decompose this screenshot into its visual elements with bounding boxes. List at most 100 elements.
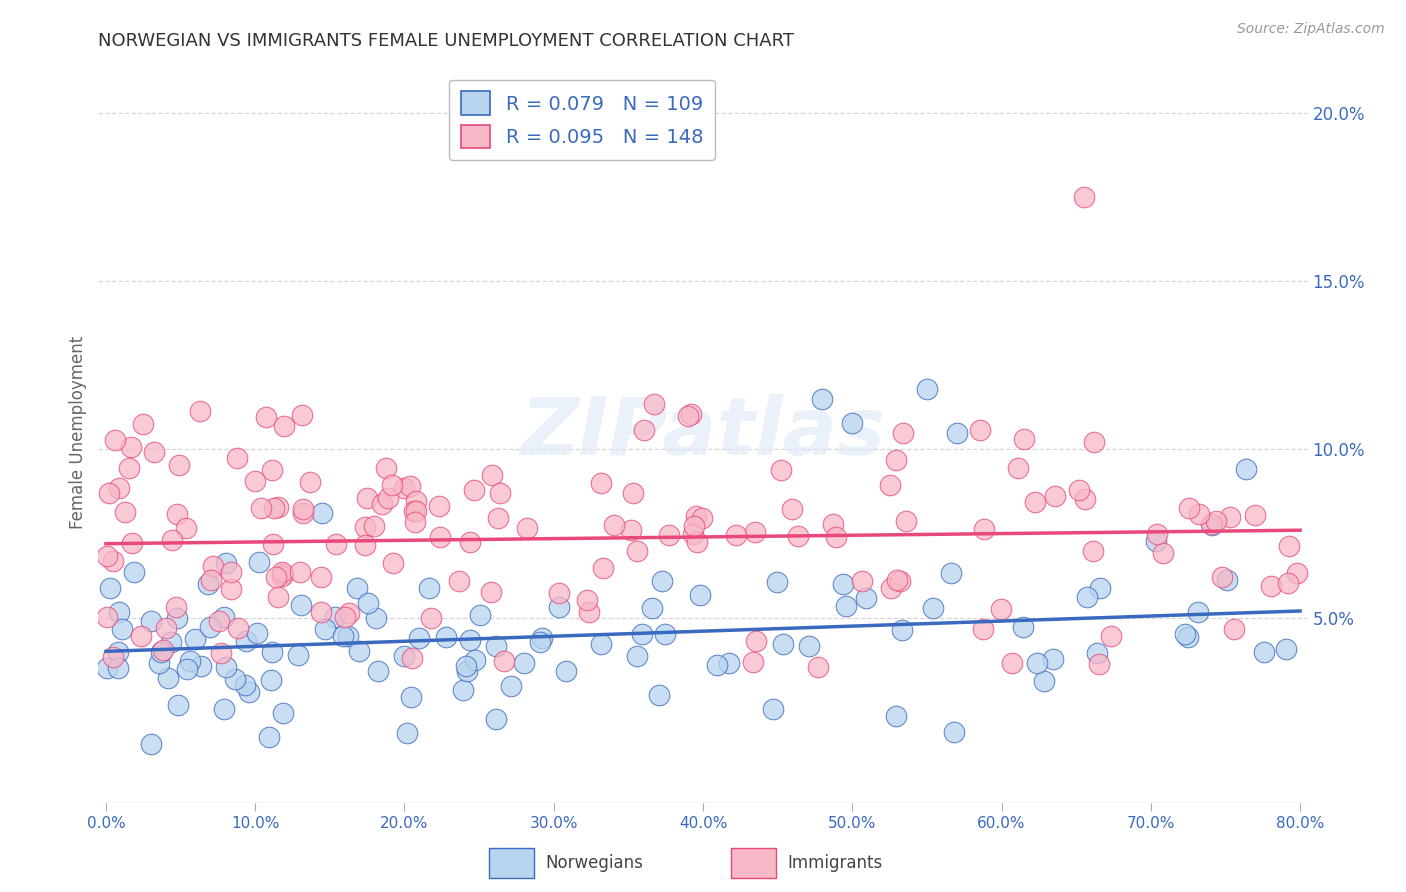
Point — [243, 474, 266, 488]
Legend: R = 0.079   N = 109, R = 0.095   N = 148: R = 0.079 N = 109, R = 0.095 N = 148 — [450, 79, 714, 160]
Point — [797, 639, 820, 653]
Point — [706, 658, 728, 673]
Point — [139, 737, 162, 751]
Point — [375, 461, 398, 475]
Point — [107, 661, 129, 675]
Point — [1069, 483, 1091, 497]
Point — [1199, 516, 1222, 531]
Point — [1146, 526, 1168, 541]
Point — [807, 660, 830, 674]
Point — [354, 538, 377, 552]
Point — [264, 569, 287, 583]
Point — [1043, 489, 1066, 503]
Point — [347, 643, 370, 657]
Point — [298, 475, 321, 489]
Point — [592, 560, 614, 574]
Point — [212, 702, 235, 716]
Point — [679, 407, 702, 421]
Point — [1205, 514, 1227, 528]
Point — [262, 463, 284, 477]
Point — [942, 725, 965, 739]
Point — [179, 654, 201, 668]
Point — [401, 651, 423, 665]
Point — [449, 574, 471, 588]
Point — [851, 574, 873, 589]
Point — [458, 535, 481, 549]
Point — [884, 709, 907, 723]
Point — [337, 629, 360, 643]
Point — [1260, 579, 1282, 593]
Point — [111, 622, 134, 636]
Point — [1033, 674, 1056, 689]
Point — [973, 522, 995, 536]
Point — [463, 483, 485, 497]
Text: Immigrants: Immigrants — [787, 854, 883, 872]
Text: ZIPatlas: ZIPatlas — [520, 393, 886, 472]
Point — [488, 486, 510, 500]
Point — [166, 508, 188, 522]
Point — [408, 632, 430, 646]
Point — [512, 656, 534, 670]
Point — [1024, 495, 1046, 509]
Point — [855, 591, 877, 605]
Point — [366, 611, 388, 625]
Point — [1083, 434, 1105, 449]
Point — [356, 491, 378, 505]
Point — [555, 664, 578, 678]
Point — [1253, 645, 1275, 659]
Point — [101, 649, 124, 664]
Point — [880, 581, 903, 595]
Point — [107, 645, 129, 659]
Point — [780, 501, 803, 516]
Point — [167, 698, 190, 712]
Point — [238, 685, 260, 699]
Point — [96, 661, 118, 675]
Point — [167, 458, 190, 472]
Point — [1088, 581, 1111, 595]
Point — [458, 632, 481, 647]
Point — [1042, 652, 1064, 666]
Point — [108, 481, 131, 495]
Point — [939, 566, 962, 580]
Point — [209, 646, 232, 660]
Point — [1074, 491, 1097, 506]
Bar — [731, 848, 776, 878]
Point — [464, 653, 486, 667]
Point — [1076, 590, 1098, 604]
Point — [879, 478, 901, 492]
Point — [921, 600, 943, 615]
Point — [188, 404, 211, 418]
Point — [152, 643, 174, 657]
Point — [578, 605, 600, 619]
Point — [1243, 508, 1265, 522]
Point — [226, 621, 249, 635]
Point — [129, 629, 152, 643]
Point — [591, 476, 613, 491]
Point — [292, 506, 315, 520]
Point — [165, 600, 187, 615]
Point — [224, 672, 246, 686]
Point — [250, 500, 273, 515]
Point — [603, 517, 626, 532]
Point — [176, 662, 198, 676]
Point — [641, 601, 664, 615]
Point — [219, 582, 242, 597]
Point — [197, 576, 219, 591]
Bar — [489, 848, 534, 878]
Point — [1275, 641, 1298, 656]
Point — [685, 508, 707, 523]
Point — [494, 654, 516, 668]
Point — [212, 610, 235, 624]
Point — [346, 581, 368, 595]
Point — [357, 596, 380, 610]
Point — [149, 645, 172, 659]
Point — [470, 608, 492, 623]
Point — [246, 626, 269, 640]
Point — [787, 529, 810, 543]
Point — [159, 635, 181, 649]
Point — [418, 582, 440, 596]
Point — [1144, 533, 1167, 548]
Point — [886, 573, 908, 587]
Point — [314, 622, 336, 636]
Point — [247, 555, 270, 569]
